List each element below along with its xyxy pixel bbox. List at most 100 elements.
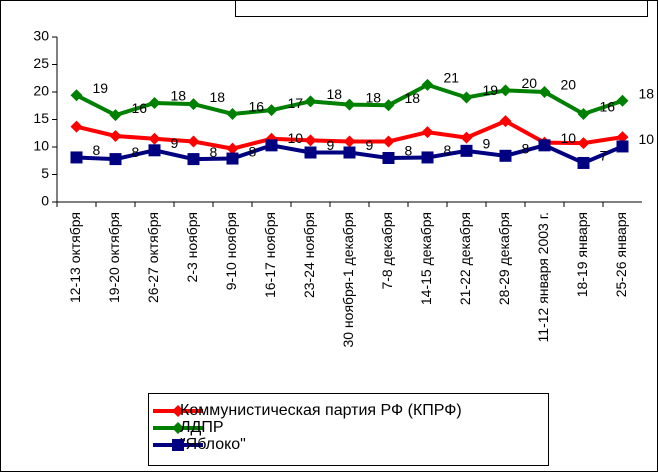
y-tick-label: 5: [41, 165, 49, 181]
data-label: 18: [639, 86, 655, 102]
data-point: [187, 153, 200, 166]
data-label: 9: [327, 137, 335, 153]
data-point: [421, 151, 434, 164]
data-point: [304, 146, 317, 159]
y-tick-label: 10: [33, 138, 49, 154]
legend-label: "Яблоко": [180, 436, 246, 453]
data-label: 10: [639, 131, 655, 147]
data-point: [382, 99, 395, 112]
legend-marker: [172, 439, 184, 451]
x-tick-label: 14-15 декабря: [418, 212, 434, 305]
data-label: 16: [249, 99, 265, 115]
data-label: 10: [561, 130, 577, 146]
data-point: [304, 134, 317, 147]
y-tick-label: 20: [33, 83, 49, 99]
data-point: [460, 91, 473, 104]
data-point: [421, 78, 434, 91]
data-label: 8: [249, 143, 257, 159]
data-point: [499, 149, 512, 162]
data-point: [343, 146, 356, 159]
data-point: [616, 94, 629, 107]
x-tick-label: 28-29 декабря: [496, 212, 512, 305]
y-tick-label: 0: [41, 193, 49, 209]
data-point: [187, 98, 200, 111]
data-point: [70, 151, 83, 164]
data-label: 10: [288, 130, 304, 146]
data-point: [577, 108, 590, 120]
data-label: 8: [444, 142, 452, 158]
data-label: 18: [210, 89, 226, 105]
x-tick-label: 2-3 ноября: [184, 212, 200, 282]
data-point: [616, 140, 629, 153]
data-point: [265, 139, 278, 152]
data-label: 19: [93, 80, 109, 96]
x-tick-label: 26-27 октября: [145, 212, 161, 303]
data-point: [148, 132, 161, 145]
data-label: 18: [366, 89, 382, 105]
legend-label: Коммунистическая партия РФ (КПРФ): [180, 402, 462, 419]
x-tick-label: 21-22 декабря: [457, 212, 473, 305]
data-label: 8: [93, 142, 101, 158]
data-label: 8: [405, 143, 413, 159]
data-point: [226, 108, 239, 120]
y-tick-label: 15: [33, 110, 49, 126]
data-point: [70, 89, 83, 102]
data-label: 17: [288, 95, 304, 111]
data-point: [616, 131, 629, 144]
data-point: [577, 156, 590, 169]
x-tick-label: 11-12 января 2003 г.: [535, 212, 551, 342]
data-point: [187, 135, 200, 148]
data-point: [265, 104, 278, 117]
data-label: 18: [171, 88, 187, 104]
data-label: 9: [483, 136, 491, 152]
legend-marker: [172, 405, 184, 417]
data-label: 20: [561, 77, 577, 93]
x-tick-label: 18-19 января: [574, 212, 590, 297]
data-point: [538, 139, 551, 152]
data-point: [343, 135, 356, 148]
data-point: [343, 98, 356, 111]
data-label: 21: [444, 70, 460, 86]
data-label: 8: [132, 144, 140, 160]
data-point: [421, 126, 434, 139]
x-tick-label: 25-26 января: [613, 212, 629, 297]
legend-box: [148, 393, 549, 466]
y-tick-label: 30: [33, 28, 49, 44]
data-label: 8: [522, 141, 530, 157]
data-point: [148, 144, 161, 157]
data-label: 8: [210, 144, 218, 160]
x-tick-label: 23-24 ноября: [301, 212, 317, 298]
data-label: 7: [600, 148, 608, 164]
data-label: 18: [405, 90, 421, 106]
data-label: 16: [600, 99, 616, 115]
data-label: 19: [483, 82, 499, 98]
x-tick-label: 9-10 ноября: [223, 212, 239, 290]
y-tick-label: 25: [33, 55, 49, 71]
data-label: 9: [366, 137, 374, 153]
data-point: [460, 131, 473, 144]
data-point: [70, 120, 83, 133]
data-label: 18: [327, 86, 343, 102]
data-point: [226, 142, 239, 155]
legend-marker: [172, 422, 184, 434]
x-tick-label: 12-13 октября: [67, 212, 83, 303]
data-point: [304, 95, 317, 108]
data-point: [577, 137, 590, 150]
data-label: 16: [132, 100, 148, 116]
x-tick-label: 7-8 декабря: [379, 212, 395, 290]
data-label: 20: [522, 75, 538, 91]
data-point: [109, 130, 122, 142]
data-point: [499, 115, 512, 128]
legend-label: ЛДПР: [180, 419, 224, 436]
data-point: [499, 84, 512, 97]
data-point: [109, 153, 122, 166]
data-point: [460, 144, 473, 157]
x-tick-label: 30 ноября-1 декабря: [340, 212, 356, 348]
x-tick-label: 19-20 октября: [106, 212, 122, 303]
data-point: [109, 109, 122, 122]
data-point: [226, 152, 239, 165]
data-point: [382, 152, 395, 164]
data-point: [148, 97, 161, 109]
data-label: 9: [171, 135, 179, 151]
